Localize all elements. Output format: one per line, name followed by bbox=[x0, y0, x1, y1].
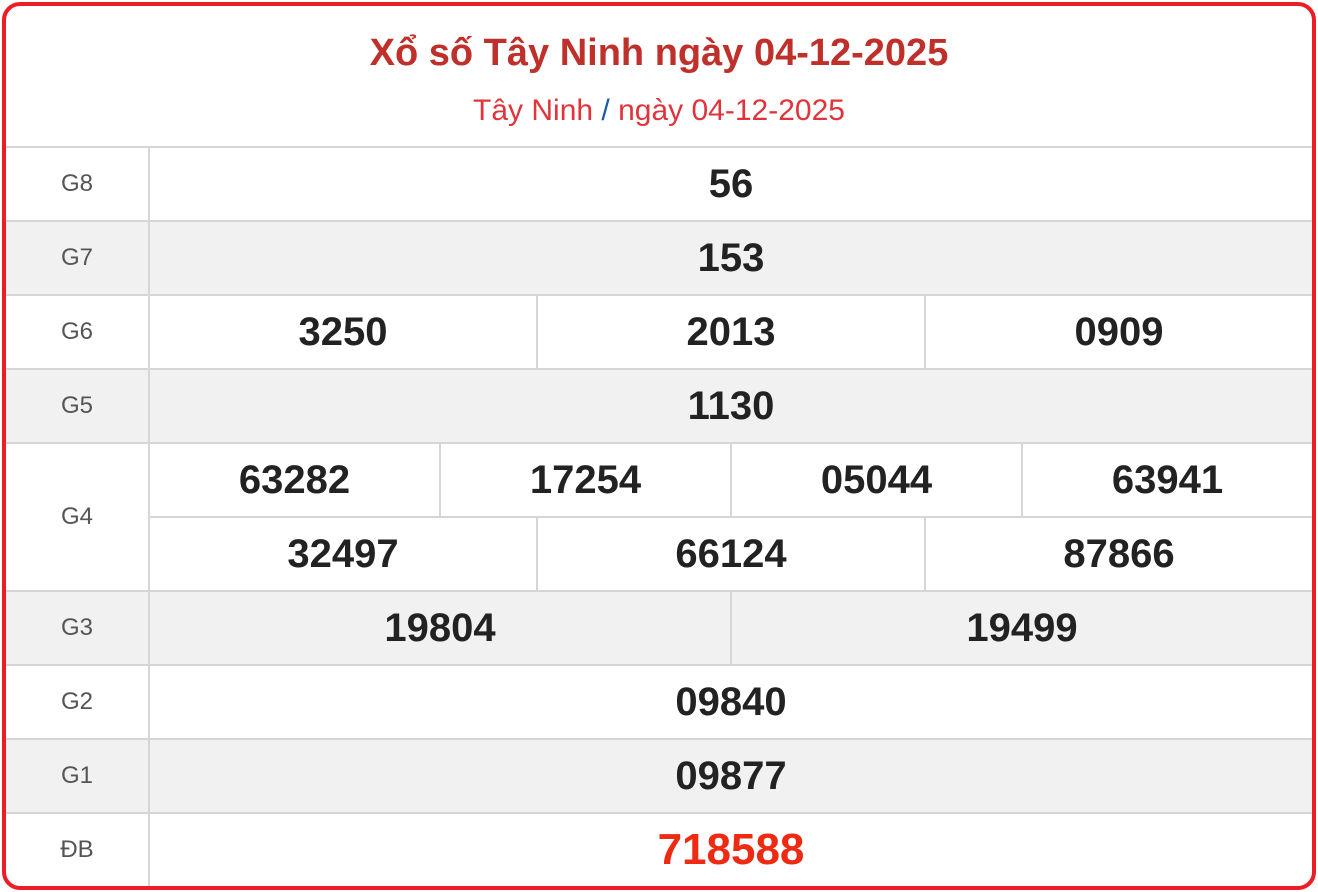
prize-number: 17254 bbox=[439, 444, 730, 516]
prize-number: 3250 bbox=[298, 309, 388, 354]
page-title: Xổ số Tây Ninh ngày 04-12-2025 bbox=[369, 32, 949, 74]
prize-label: G6 bbox=[6, 296, 150, 368]
prize-row-g5: G5 1130 bbox=[6, 370, 1312, 444]
prize-row-g3: G3 19804 19499 bbox=[6, 592, 1312, 666]
prize-row-g1: G1 09877 bbox=[6, 740, 1312, 814]
prize-number: 63282 bbox=[238, 457, 351, 502]
breadcrumb-province-link[interactable]: Tây Ninh bbox=[473, 94, 594, 127]
prize-number: 09877 bbox=[675, 753, 787, 798]
prize-row-đb: ĐB 718588 bbox=[6, 814, 1312, 886]
prize-number: 09840 bbox=[675, 679, 787, 724]
prize-number: 66124 bbox=[536, 518, 924, 590]
prize-label: G1 bbox=[6, 740, 150, 812]
special-prize-number: 718588 bbox=[657, 825, 805, 874]
breadcrumb-separator: / bbox=[601, 94, 610, 127]
prize-label: G4 bbox=[6, 444, 150, 590]
prize-label: G5 bbox=[6, 370, 150, 442]
prize-number: 05044 bbox=[730, 444, 1021, 516]
prize-label: G8 bbox=[6, 148, 150, 220]
prize-label: G2 bbox=[6, 666, 150, 738]
prize-row-g2: G2 09840 bbox=[6, 666, 1312, 740]
prize-number: 19804 bbox=[384, 605, 496, 650]
prize-label: ĐB bbox=[6, 814, 150, 886]
prize-row-g7: G7 153 bbox=[6, 222, 1312, 296]
prize-label: G3 bbox=[6, 592, 150, 664]
prize-number: 87866 bbox=[924, 518, 1312, 590]
prize-number: 2013 bbox=[536, 296, 924, 368]
prize-number: 19499 bbox=[730, 592, 1312, 664]
prize-row-g8: G8 56 bbox=[6, 148, 1312, 222]
breadcrumb-date: ngày 04-12-2025 bbox=[618, 94, 845, 127]
prize-label: G7 bbox=[6, 222, 150, 294]
prize-row-g6: G6 3250 2013 0909 bbox=[6, 296, 1312, 370]
prize-number: 56 bbox=[708, 161, 754, 206]
prize-number: 153 bbox=[697, 235, 765, 280]
prize-row-g4: G4 63282 17254 05044 63941 32497 66124 87866 bbox=[6, 444, 1312, 592]
prize-number: 32497 bbox=[287, 531, 399, 576]
prize-number: 63941 bbox=[1021, 444, 1312, 516]
prize-number: 1130 bbox=[687, 383, 775, 428]
results-table: G8 56 G7 153 G6 3250 2013 0909 G5 1130 G4 63282 1725… bbox=[6, 146, 1312, 886]
prize-number: 0909 bbox=[924, 296, 1312, 368]
breadcrumb: Tây Ninh / ngày 04-12-2025 bbox=[6, 94, 1312, 128]
